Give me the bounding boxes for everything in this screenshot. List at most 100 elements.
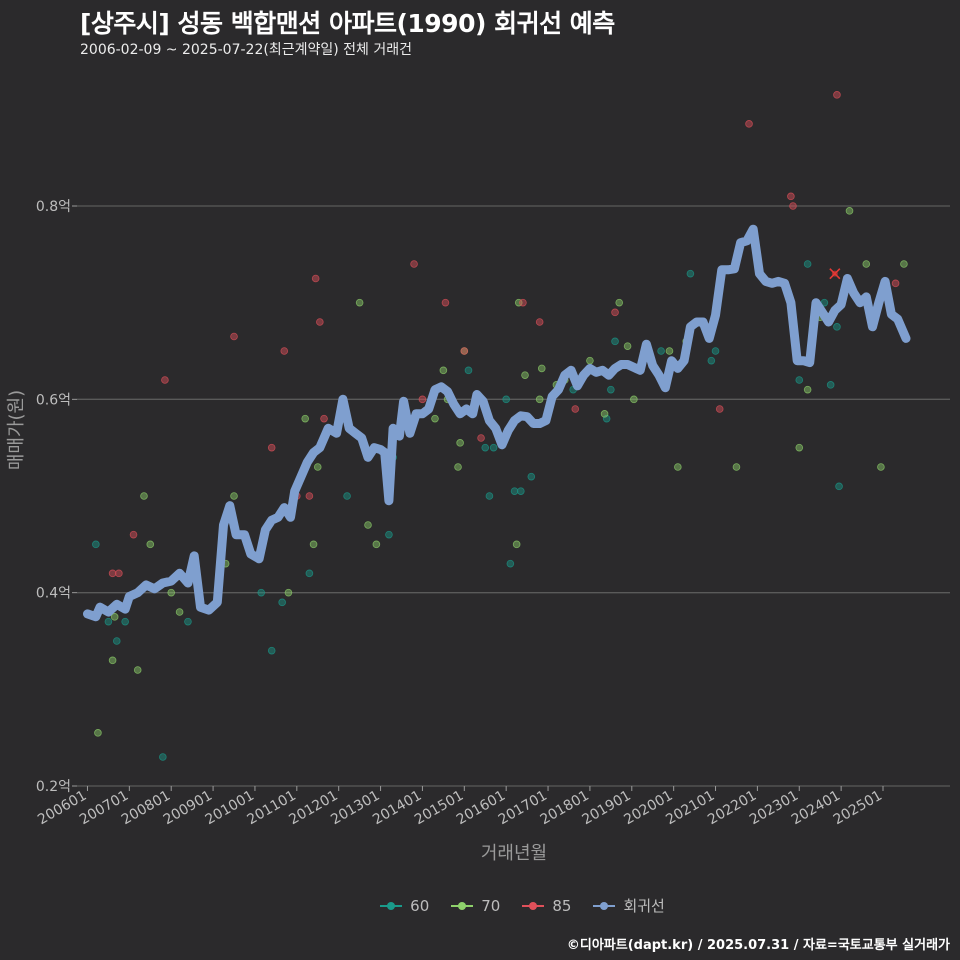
data-point-70: [167, 588, 176, 597]
data-point-85: [280, 347, 289, 355]
data-point-70: [301, 414, 309, 423]
data-point-70: [586, 356, 594, 365]
regression-line: [83, 224, 911, 622]
data-point-70: [175, 608, 184, 616]
data-point-70: [110, 613, 119, 621]
data-point-85: [230, 332, 238, 341]
data-point-60: [489, 443, 498, 452]
highlight-marker-layer: [829, 268, 841, 280]
data-point-70: [877, 463, 885, 471]
legend-item-85: 85: [522, 895, 571, 916]
data-point-60: [257, 588, 266, 597]
data-point-60: [343, 492, 351, 500]
data-point-85: [611, 308, 619, 317]
legend-label-70: 70: [481, 896, 501, 915]
data-point-70: [364, 521, 372, 529]
data-point-60: [485, 492, 494, 500]
data-point-60: [502, 395, 510, 404]
regression-line-layer: [83, 224, 911, 622]
data-point-85: [477, 434, 485, 442]
data-point-85: [519, 298, 527, 307]
data-point-85: [745, 120, 753, 128]
legend-key-60: [380, 899, 403, 913]
data-point-70: [94, 729, 102, 737]
data-point-85: [320, 414, 328, 423]
legend-key-85: [522, 899, 545, 913]
chart-title: [상주시] 성동 백합맨션 아파트(1990) 회귀선 예측: [80, 9, 615, 38]
data-point-60: [611, 337, 619, 346]
data-point-60: [527, 472, 536, 481]
data-point-70: [845, 207, 854, 215]
axes: 0.2억0.4억0.6억0.8억200601200701200801200901…: [35, 199, 885, 828]
data-point-60: [826, 381, 835, 389]
data-point-85: [833, 91, 841, 99]
data-point-70: [623, 342, 632, 350]
legend-label-regression: 회귀선: [623, 897, 665, 915]
data-point-60: [112, 637, 121, 645]
data-point-60: [833, 323, 841, 331]
data-point-85: [891, 279, 900, 288]
scatter-points: [92, 91, 908, 761]
y-tick-label: 0.6억: [36, 392, 71, 408]
data-point-70: [795, 443, 804, 452]
grid-lines: [77, 205, 950, 787]
data-point-70: [309, 540, 318, 549]
data-point-70: [284, 588, 293, 597]
data-point-85: [161, 376, 169, 384]
data-point-85: [311, 274, 320, 283]
data-point-85: [789, 202, 797, 210]
data-point-60: [517, 487, 525, 495]
data-point-70: [665, 347, 674, 355]
data-point-60: [506, 559, 515, 568]
data-point-60: [510, 487, 519, 495]
data-point-70: [900, 260, 908, 268]
data-point-70: [512, 540, 521, 549]
data-point-85: [441, 298, 450, 307]
data-point-70: [133, 666, 142, 674]
data-point-70: [674, 463, 682, 471]
data-point-60: [607, 385, 615, 394]
data-point-60: [464, 366, 473, 375]
data-point-85: [267, 443, 276, 452]
data-point-70: [313, 463, 322, 471]
chart-subtitle: 2006-02-09 ~ 2025-07-22(최근계약일) 전체 거래건: [80, 42, 412, 58]
data-point-85: [787, 192, 795, 201]
data-point-70: [431, 414, 439, 423]
data-point-70: [521, 371, 529, 379]
data-point-70: [140, 492, 148, 500]
data-point-60: [711, 347, 720, 355]
data-point-70: [108, 656, 117, 665]
data-point-60: [657, 347, 665, 355]
data-point-60: [184, 617, 192, 626]
data-point-85: [460, 347, 469, 355]
data-point-60: [159, 753, 167, 761]
data-point-70: [230, 492, 238, 500]
data-point-60: [92, 540, 100, 549]
data-point-60: [686, 269, 695, 278]
legend-label-85: 85: [552, 896, 572, 915]
data-point-85: [571, 405, 580, 413]
x-axis-label: 거래년월: [481, 843, 547, 864]
data-point-70: [600, 410, 609, 418]
data-point-85: [108, 569, 117, 578]
y-tick-label: 0.4억: [36, 586, 71, 602]
legend-label-60: 60: [410, 896, 430, 915]
y-tick-label: 0.2억: [36, 779, 71, 795]
data-point-70: [630, 395, 638, 404]
data-point-85: [316, 318, 324, 326]
data-point-85: [410, 260, 418, 268]
data-point-70: [372, 540, 381, 549]
data-point-85: [129, 530, 138, 539]
data-point-60: [481, 443, 490, 452]
data-point-85: [715, 405, 724, 413]
data-point-70: [732, 463, 741, 471]
data-point-70: [355, 298, 364, 307]
data-point-70: [615, 298, 624, 307]
data-point-70: [456, 439, 464, 447]
y-axis-label: 매매가(원): [6, 390, 27, 470]
chart-legend: 60 70 85 회귀선: [0, 895, 960, 916]
data-point-85: [535, 318, 544, 326]
y-tick-label: 0.8억: [36, 199, 71, 215]
data-point-60: [278, 598, 286, 607]
